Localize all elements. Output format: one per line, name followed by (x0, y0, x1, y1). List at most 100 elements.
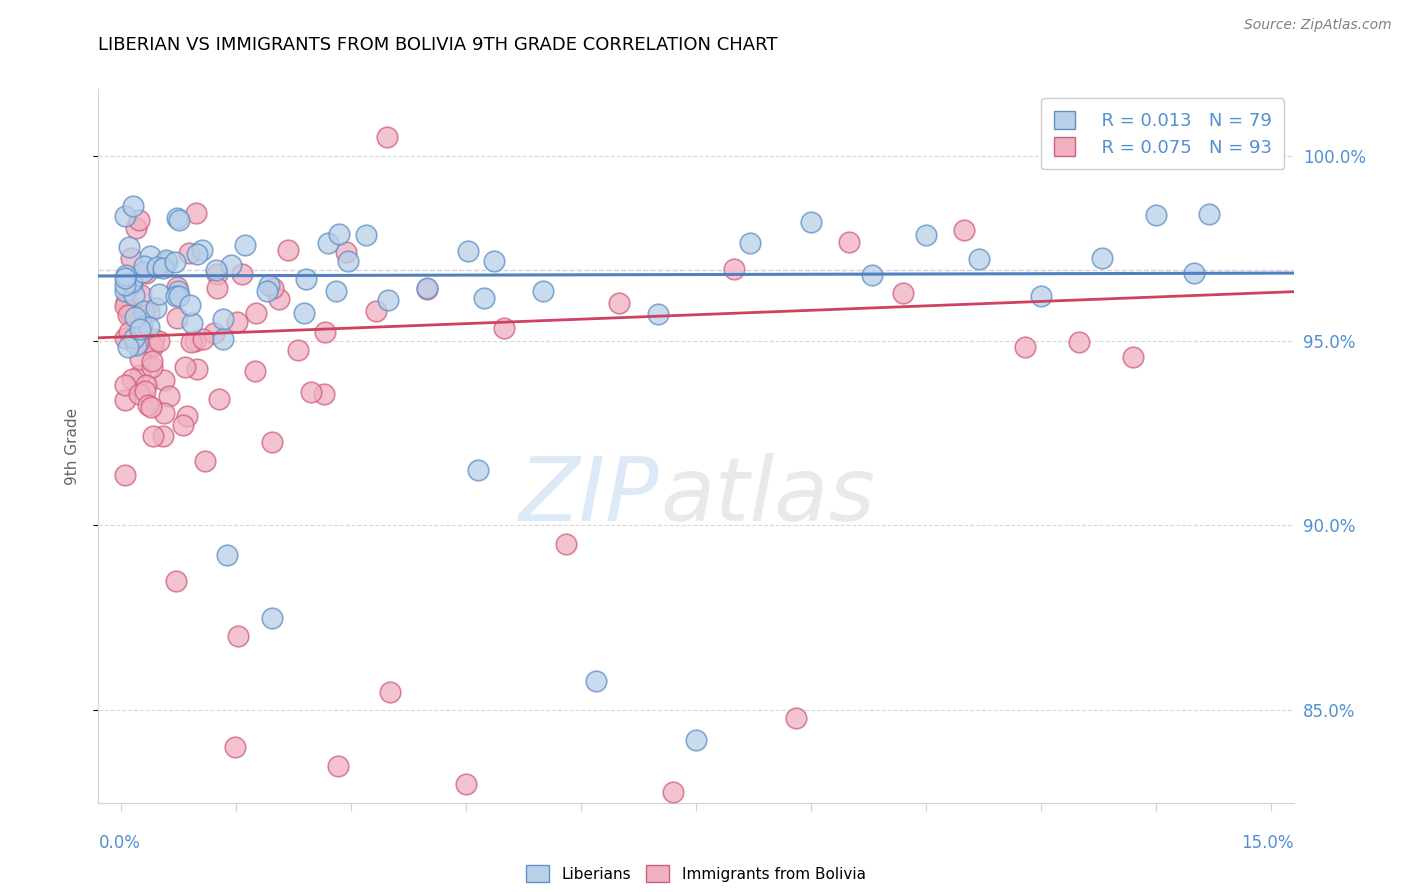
Point (186, 362, 208, 376)
Point (118, 240, 141, 254)
Point (312, 387, 335, 401)
Text: LIBERIAN VS IMMIGRANTS FROM BOLIVIA 9TH GRADE CORRELATION CHART: LIBERIAN VS IMMIGRANTS FROM BOLIVIA 9TH … (98, 36, 778, 54)
Point (457, 244, 479, 258)
Point (129, 368, 152, 382)
Point (193, 332, 215, 346)
Point (169, 212, 191, 227)
Point (131, 307, 153, 321)
Point (135, 266, 157, 280)
Point (231, 268, 253, 282)
Point (723, 262, 745, 277)
Point (152, 373, 174, 387)
Point (179, 298, 201, 312)
Point (494, 320, 516, 334)
Point (148, 287, 170, 301)
Point (165, 254, 187, 268)
Point (114, 468, 136, 483)
Point (132, 304, 155, 318)
Point (174, 359, 197, 374)
Point (211, 312, 233, 326)
Point (118, 325, 141, 339)
Point (135, 378, 157, 392)
Point (245, 306, 267, 320)
Point (337, 253, 360, 268)
Point (262, 280, 284, 294)
Point (416, 280, 439, 294)
Point (139, 249, 162, 263)
Point (295, 271, 318, 285)
Point (131, 288, 153, 302)
Point (121, 276, 143, 290)
Point (122, 331, 145, 345)
Point (277, 243, 299, 257)
Point (165, 574, 187, 588)
Point (891, 286, 914, 301)
Text: 15.0%: 15.0% (1241, 834, 1294, 852)
Point (647, 307, 669, 321)
Point (1067, 335, 1090, 350)
Text: ZIP: ZIP (519, 453, 661, 539)
Point (134, 384, 156, 398)
Point (142, 339, 165, 353)
Point (738, 235, 761, 250)
Point (467, 463, 489, 477)
Point (129, 320, 152, 334)
Point (243, 364, 266, 378)
Point (482, 254, 505, 268)
Point (152, 260, 174, 275)
Point (1091, 252, 1114, 266)
Point (152, 429, 174, 443)
Point (269, 292, 291, 306)
Point (114, 392, 136, 407)
Text: atlas: atlas (661, 453, 875, 539)
Point (138, 319, 160, 334)
Point (531, 284, 554, 298)
Point (662, 785, 685, 799)
Point (191, 243, 214, 257)
Legend: Liberians, Immigrants from Bolivia: Liberians, Immigrants from Bolivia (520, 859, 872, 888)
Point (233, 238, 256, 252)
Point (256, 284, 278, 298)
Point (139, 337, 162, 351)
Point (142, 429, 165, 443)
Point (219, 258, 242, 272)
Point (228, 629, 250, 643)
Point (335, 245, 357, 260)
Point (685, 733, 707, 747)
Point (121, 372, 143, 386)
Point (205, 267, 228, 281)
Point (325, 284, 347, 298)
Point (1014, 340, 1036, 354)
Point (184, 206, 207, 220)
Point (204, 262, 226, 277)
Point (262, 435, 284, 450)
Point (153, 406, 176, 420)
Point (128, 386, 150, 401)
Point (131, 319, 153, 334)
Point (132, 260, 155, 274)
Point (800, 215, 823, 229)
Point (1122, 350, 1144, 364)
Point (114, 277, 136, 292)
Point (122, 288, 145, 302)
Point (129, 351, 152, 366)
Point (114, 271, 136, 285)
Point (114, 284, 136, 298)
Point (969, 252, 991, 266)
Point (287, 343, 309, 357)
Point (380, 685, 402, 699)
Point (136, 398, 159, 412)
Point (207, 392, 229, 407)
Point (114, 209, 136, 223)
Point (226, 315, 249, 329)
Point (416, 281, 439, 295)
Point (377, 293, 399, 307)
Point (166, 211, 188, 225)
Point (146, 260, 169, 274)
Point (120, 306, 142, 320)
Point (328, 759, 350, 773)
Point (117, 308, 139, 322)
Point (585, 673, 607, 688)
Point (609, 296, 631, 310)
Point (176, 409, 198, 424)
